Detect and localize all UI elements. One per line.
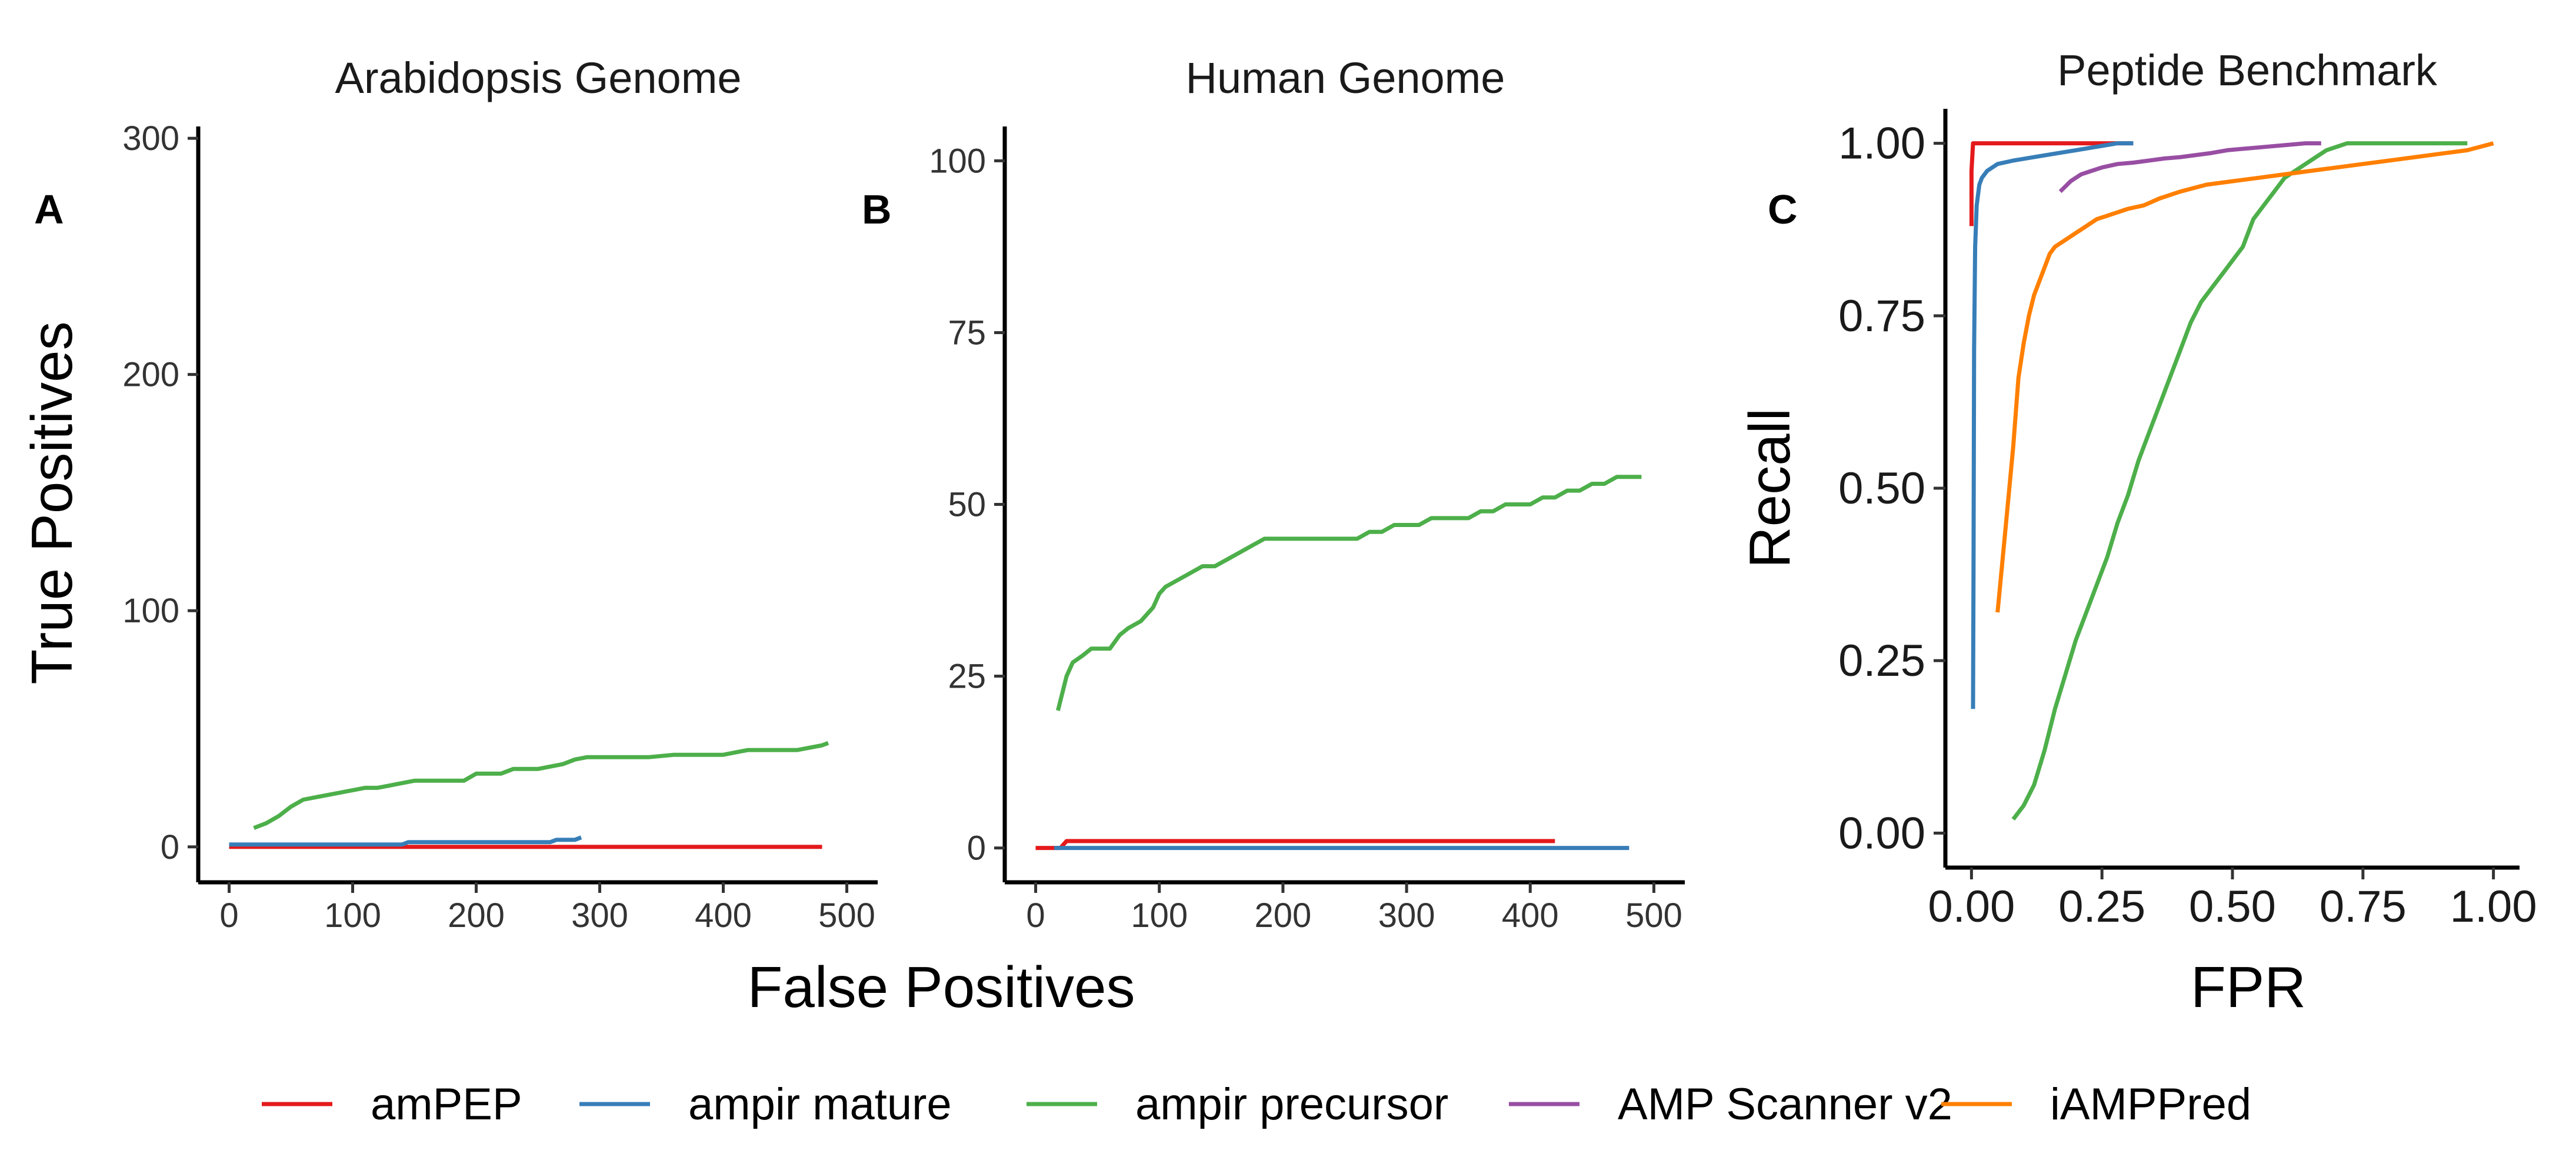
panel-c-ticks: 0.00 0.25 0.50 0.75 1.00 0.00 0.25 0.50 0.75 1.00 <box>1838 119 2537 932</box>
panel-b-y-tick-label: 75 <box>948 314 986 352</box>
legend-item-amp-scanner-v2: AMP Scanner v2 <box>1509 1079 1952 1129</box>
legend-item-ampir-precursor: ampir precursor <box>1027 1079 1448 1129</box>
panel-b-series-ampep <box>1035 839 1555 851</box>
panel-b: Human Genome B 0 100 200 300 400 500 0 25 50 75 10… <box>862 54 1685 935</box>
panel-b-x-tick-label: 100 <box>1131 896 1188 935</box>
panel-c-series-ampir-mature <box>1971 141 2134 709</box>
panel-c-x-tick-label: 0.00 <box>1928 882 2015 932</box>
legend-item-iamppred: iAMPPred <box>1941 1079 2251 1129</box>
panel-c-series-ampep <box>1969 141 2134 226</box>
panel-b-series-ampir-precursor <box>1056 475 1642 711</box>
panel-c-y-axis-label: Recall <box>1737 408 1802 568</box>
panel-c-y-tick-label: 0.00 <box>1838 808 1925 858</box>
panel-a-x-tick-label: 0 <box>219 896 238 935</box>
panel-a-y-tick-label: 100 <box>122 592 179 630</box>
panel-c-marks <box>1969 141 2494 821</box>
panel-b-x-tick-label: 500 <box>1625 896 1682 935</box>
shared-x-axis-label: False Positives <box>747 955 1135 1019</box>
panel-b-y-tick-label: 50 <box>948 486 986 524</box>
panel-c-series-iamppred <box>1995 141 2494 613</box>
panel-c-series-amp-scanner-v2 <box>2058 141 2321 194</box>
panel-c-label: C <box>1768 186 1798 232</box>
panel-c-y-tick-label: 0.75 <box>1838 291 1925 341</box>
legend-label-ampir-mature: ampir mature <box>688 1079 952 1129</box>
panel-b-ticks: 0 100 200 300 400 500 0 25 50 75 100 <box>929 142 1682 935</box>
panel-a-x-tick-label: 500 <box>818 896 875 935</box>
panel-b-y-tick-label: 0 <box>967 829 986 868</box>
panel-b-title: Human Genome <box>1186 54 1505 102</box>
legend: amPEP ampir mature ampir precursor AMP Scan… <box>262 1079 2251 1129</box>
panel-b-x-tick-label: 0 <box>1026 896 1045 935</box>
panel-c-y-tick-label: 0.25 <box>1838 636 1925 686</box>
panel-c-y-tick-label: 1.00 <box>1838 119 1925 169</box>
panel-a: Arabidopsis Genome A 0 100 200 300 400 500 0 10… <box>34 54 878 935</box>
panel-b-x-tick-label: 200 <box>1255 896 1312 935</box>
panel-a-x-tick-label: 300 <box>571 896 628 935</box>
panel-c-x-axis-label: FPR <box>2191 955 2306 1019</box>
panel-c-series-ampir-precursor <box>2011 141 2468 821</box>
legend-item-ampir-mature: ampir mature <box>579 1079 952 1129</box>
panel-b-y-tick-label: 25 <box>948 658 986 696</box>
panel-a-y-tick-label: 0 <box>161 828 179 866</box>
panel-a-x-tick-label: 200 <box>448 896 505 935</box>
panel-b-marks <box>1035 475 1642 851</box>
panel-a-label: A <box>34 186 64 232</box>
panel-a-x-tick-label: 100 <box>324 896 381 935</box>
panel-a-ticks: 0 100 200 300 400 500 0 100 200 300 <box>122 119 875 935</box>
panel-a-series-ampir-precursor <box>253 741 829 830</box>
legend-label-ampir-precursor: ampir precursor <box>1135 1079 1448 1129</box>
panel-c-x-tick-label: 0.75 <box>2320 882 2407 932</box>
panel-c-x-tick-label: 0.50 <box>2189 882 2276 932</box>
panel-a-series-ampir-mature <box>229 835 582 847</box>
panel-b-x-tick-label: 300 <box>1378 896 1435 935</box>
panel-a-marks <box>229 741 829 849</box>
panel-c: Peptide Benchmark C 0.00 0.25 0.50 0.75 1.00… <box>1737 46 2537 1019</box>
panel-c-y-tick-label: 0.50 <box>1838 464 1925 514</box>
panel-a-y-tick-label: 200 <box>122 356 179 394</box>
panel-a-title: Arabidopsis Genome <box>335 54 741 102</box>
panel-c-x-tick-label: 1.00 <box>2450 882 2537 932</box>
panel-c-title: Peptide Benchmark <box>2057 46 2438 95</box>
panel-a-y-tick-label: 300 <box>122 119 179 158</box>
panel-c-x-tick-label: 0.25 <box>2058 882 2145 932</box>
shared-y-axis-label: True Positives <box>19 321 84 684</box>
panel-a-x-tick-label: 400 <box>695 896 752 935</box>
legend-label-amp-scanner-v2: AMP Scanner v2 <box>1618 1079 1952 1129</box>
panel-b-x-tick-label: 400 <box>1502 896 1559 935</box>
legend-label-ampep: amPEP <box>371 1079 522 1129</box>
legend-item-ampep: amPEP <box>262 1079 522 1129</box>
legend-label-iamppred: iAMPPred <box>2050 1079 2251 1129</box>
panel-b-label: B <box>862 186 892 232</box>
panel-b-y-tick-label: 100 <box>929 142 986 180</box>
